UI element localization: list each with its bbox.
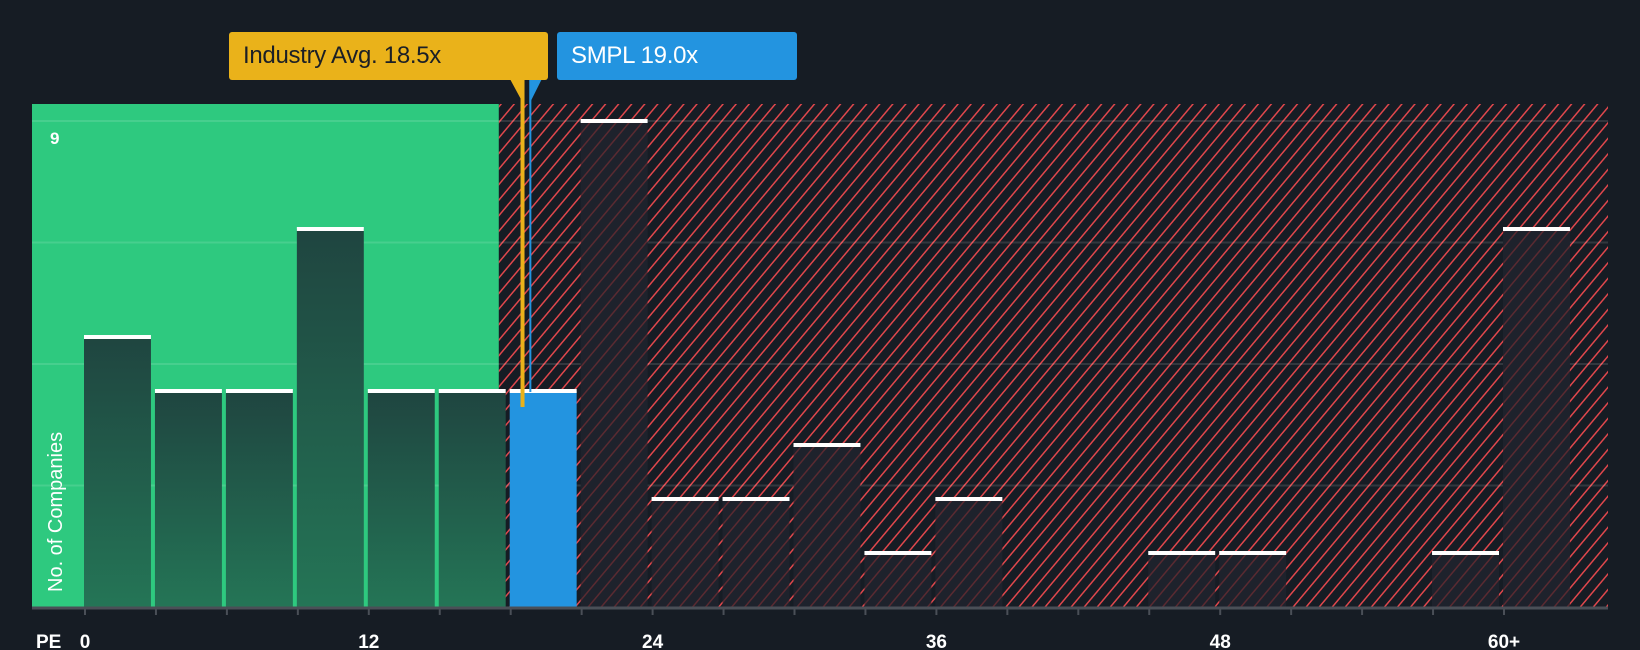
company-pe-label: SMPL 19.0x bbox=[571, 42, 698, 69]
company-pe-line bbox=[529, 80, 532, 392]
histogram-bar bbox=[580, 119, 648, 607]
bar-cap bbox=[225, 389, 293, 393]
bar-cap bbox=[1432, 551, 1499, 555]
x-axis: 0 12 24 36 48 60+ bbox=[32, 606, 1608, 650]
x-tick-label: 60+ bbox=[1488, 632, 1520, 650]
bar-cap bbox=[438, 389, 506, 393]
bar-cap bbox=[1219, 551, 1287, 555]
histogram-bar bbox=[1219, 551, 1287, 607]
x-tick-label: 24 bbox=[642, 632, 664, 650]
histogram-bar bbox=[722, 497, 790, 607]
bar-cap bbox=[367, 389, 435, 393]
bar-cap bbox=[509, 389, 577, 393]
histogram-bar bbox=[935, 497, 1003, 607]
bar-cap bbox=[1148, 551, 1216, 555]
histogram-bar bbox=[367, 389, 435, 607]
histogram-bar bbox=[1432, 551, 1499, 607]
histogram-bar bbox=[154, 389, 222, 607]
company-pe-callout: SMPL 19.0x bbox=[557, 32, 797, 80]
histogram-bar bbox=[1148, 551, 1216, 607]
bar-cap bbox=[1503, 227, 1570, 231]
histogram-bars bbox=[84, 119, 1570, 607]
histogram-bar bbox=[438, 389, 506, 607]
gridlines bbox=[32, 120, 1608, 487]
histogram-bar bbox=[296, 227, 364, 607]
histogram-bar bbox=[1503, 227, 1570, 607]
x-axis-title: PE bbox=[36, 632, 61, 650]
bar-cap bbox=[84, 335, 151, 339]
industry-average-label: Industry Avg. 18.5x bbox=[243, 42, 441, 69]
histogram-bar bbox=[225, 389, 293, 607]
bar-cap bbox=[935, 497, 1003, 501]
bar-cap bbox=[722, 497, 790, 501]
histogram-bar bbox=[84, 335, 151, 607]
industry-average-callout: Industry Avg. 18.5x bbox=[229, 32, 548, 80]
histogram-bar bbox=[509, 389, 577, 607]
histogram-bar bbox=[793, 443, 861, 607]
bar-cap bbox=[154, 389, 222, 393]
value-markers bbox=[510, 80, 542, 407]
histogram-bar bbox=[864, 551, 932, 607]
x-tick-label: 48 bbox=[1210, 632, 1231, 650]
bar-cap bbox=[296, 227, 364, 231]
bar-cap bbox=[651, 497, 719, 501]
bar-cap bbox=[864, 551, 932, 555]
x-tick-label: 12 bbox=[358, 632, 379, 650]
x-tick-label: 36 bbox=[926, 632, 947, 650]
histogram-bar bbox=[651, 497, 719, 607]
y-axis-title: No. of Companies bbox=[45, 432, 67, 592]
bar-cap bbox=[793, 443, 861, 447]
y-axis-tick-9: 9 bbox=[50, 129, 59, 148]
x-tick-label: 0 bbox=[80, 632, 91, 650]
bar-cap bbox=[580, 119, 648, 123]
industry-average-line bbox=[520, 80, 525, 407]
